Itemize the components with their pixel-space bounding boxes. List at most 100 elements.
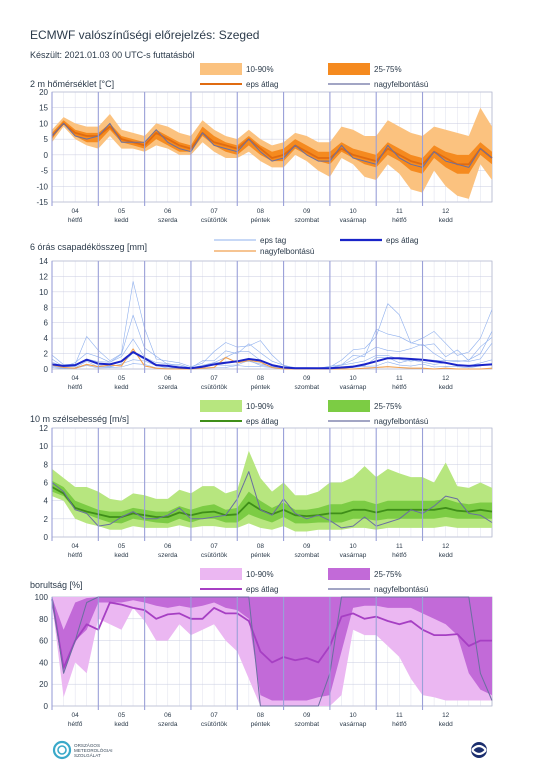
day-number-label: 07 — [210, 543, 218, 550]
wind-legend-mean-label: eps átlag — [246, 417, 278, 426]
day-name-label: csütörtök — [201, 384, 228, 391]
day-name-label: vasárnap — [340, 384, 367, 391]
day-number-label: 12 — [442, 543, 450, 550]
day-number-label: 05 — [118, 712, 126, 719]
temp-legend-p10-90-label: 10-90% — [246, 65, 274, 74]
day-number-label: 10 — [349, 208, 357, 215]
day-name-label: szombat — [294, 721, 319, 728]
temp-legend-mean-label: eps átlag — [246, 80, 278, 89]
y-tick-label: 2 — [44, 515, 49, 524]
y-tick-label: 20 — [39, 680, 48, 689]
day-number-label: 05 — [118, 208, 126, 215]
day-name-label: hétfő — [392, 552, 407, 559]
precip-mean-line — [51, 351, 493, 370]
day-number-label: 07 — [210, 375, 218, 382]
omsz-logo: ORSZÁGOS METEOROLÓGIAI SZOLGÁLAT — [52, 740, 113, 760]
cloud-legend-mean-label: eps átlag — [246, 585, 278, 594]
day-name-label: szombat — [294, 384, 319, 391]
day-number-label: 09 — [303, 375, 311, 382]
temp-legend-p25-75-label: 25-75% — [374, 65, 402, 74]
y-tick-label: 8 — [44, 303, 49, 312]
day-name-label: péntek — [251, 384, 271, 391]
day-number-label: 11 — [396, 375, 403, 382]
page-title: ECMWF valószínűségi előrejelzés: Szeged — [30, 28, 260, 42]
day-name-label: hétfő — [392, 721, 407, 728]
y-tick-label: 0 — [44, 702, 49, 711]
day-number-label: 10 — [349, 375, 357, 382]
day-number-label: 06 — [164, 543, 172, 550]
day-number-label: 08 — [257, 208, 265, 215]
temp-legend-p10-90-swatch — [200, 63, 242, 75]
y-tick-label: 8 — [44, 460, 49, 469]
day-number-label: 10 — [349, 712, 357, 719]
cloud-band-25-75 — [52, 597, 492, 701]
cloud-legend-p10-90-label: 10-90% — [246, 570, 274, 579]
day-name-label: vasárnap — [340, 721, 367, 728]
day-number-label: 08 — [257, 375, 265, 382]
wind-legend-p25-75-swatch — [328, 400, 370, 412]
precip-legend-mean-label: eps átlag — [386, 236, 418, 245]
y-tick-label: 60 — [39, 637, 48, 646]
precip-panel-title: 6 órás csapadékösszeg [mm] — [30, 242, 147, 252]
day-number-label: 07 — [210, 712, 218, 719]
day-name-label: hétfő — [68, 552, 83, 559]
temp-hires-line — [51, 122, 493, 168]
temp-legend-p25-75-swatch — [328, 63, 370, 75]
day-name-label: szerda — [158, 384, 178, 391]
day-name-label: vasárnap — [340, 217, 367, 224]
logo-line-1: ORSZÁGOS — [74, 742, 100, 748]
y-tick-label: 10 — [39, 119, 48, 128]
day-name-label: kedd — [439, 384, 453, 391]
day-name-label: szombat — [294, 217, 319, 224]
wind-hires-line — [51, 471, 493, 529]
y-tick-label: 10 — [39, 288, 48, 297]
day-number-label: 05 — [118, 375, 126, 382]
day-number-label: 06 — [164, 208, 172, 215]
y-tick-label: 40 — [39, 658, 48, 667]
day-number-label: 11 — [396, 712, 403, 719]
y-tick-label: 6 — [44, 319, 49, 328]
cloud-legend-p25-75-swatch — [328, 568, 370, 580]
day-number-label: 04 — [72, 375, 80, 382]
day-name-label: hétfő — [392, 384, 407, 391]
day-name-label: péntek — [251, 217, 271, 224]
day-number-label: 05 — [118, 543, 126, 550]
y-tick-label: 20 — [39, 88, 48, 97]
cloud-hires-line — [51, 596, 493, 707]
day-number-label: 11 — [396, 543, 403, 550]
day-name-label: péntek — [251, 721, 271, 728]
wind-legend-p25-75-label: 25-75% — [374, 402, 402, 411]
logo-line-3: SZOLGÁLAT — [74, 752, 101, 758]
temp-band-25-75 — [52, 120, 492, 174]
y-tick-label: -15 — [36, 198, 48, 207]
day-number-label: 06 — [164, 712, 172, 719]
day-name-label: csütörtök — [201, 217, 228, 224]
precip-member-line — [51, 314, 493, 369]
y-tick-label: 15 — [39, 104, 48, 113]
day-name-label: hétfő — [392, 217, 407, 224]
day-name-label: hétfő — [68, 384, 83, 391]
day-number-label: 08 — [257, 543, 265, 550]
wind-legend-hires-label: nagyfelbontású — [374, 417, 428, 426]
y-tick-label: 14 — [39, 257, 48, 266]
cloud-legend-p10-90-swatch — [200, 568, 242, 580]
y-tick-label: 0 — [44, 365, 49, 374]
day-name-label: kedd — [114, 721, 128, 728]
y-tick-label: 12 — [39, 424, 48, 433]
day-name-label: szerda — [158, 552, 178, 559]
cloud-panel-title: borultság [%] — [30, 580, 83, 590]
day-name-label: kedd — [114, 552, 128, 559]
day-number-label: 06 — [164, 375, 172, 382]
y-tick-label: 5 — [44, 135, 49, 144]
y-tick-label: -10 — [36, 182, 48, 191]
y-tick-label: 4 — [44, 497, 49, 506]
temp-legend-hires-label: nagyfelbontású — [374, 80, 428, 89]
precip-legend-member-label: eps tag — [260, 236, 286, 245]
day-name-label: hétfő — [68, 721, 83, 728]
day-number-label: 09 — [303, 712, 311, 719]
day-number-label: 04 — [72, 543, 80, 550]
precip-legend-hires-label: nagyfelbontású — [260, 247, 314, 256]
day-number-label: 09 — [303, 208, 311, 215]
day-name-label: csütörtök — [201, 721, 228, 728]
y-tick-label: 6 — [44, 479, 49, 488]
